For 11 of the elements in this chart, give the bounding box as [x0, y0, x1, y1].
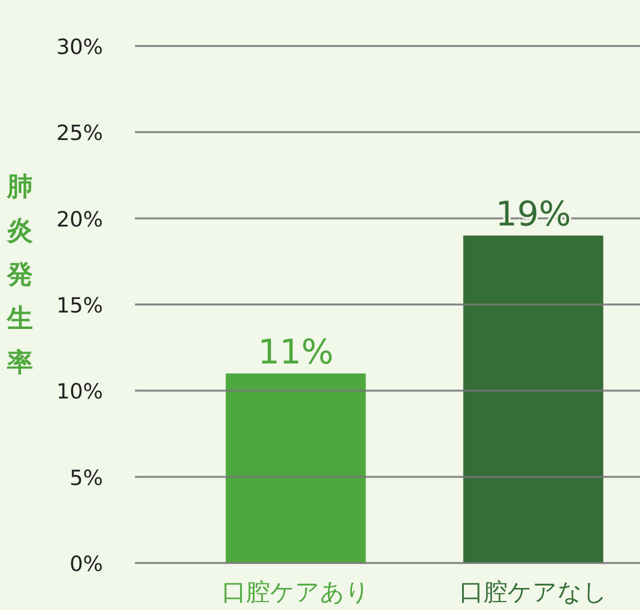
y-tick-label: 20% [56, 207, 103, 232]
y-tick-label: 15% [56, 294, 103, 318]
data-label: 11% [258, 332, 334, 372]
y-tick-label: 10% [56, 380, 103, 404]
y-tick-label: 30% [56, 35, 103, 59]
y-axis-title: 肺炎発生率 [6, 172, 33, 378]
x-tick-label: 口腔ケアなし [459, 578, 608, 606]
x-tick-label: 口腔ケアあり [222, 578, 370, 606]
y-tick-label: 5% [70, 466, 103, 490]
y-tick-label: 25% [56, 121, 103, 146]
y-tick-label: 0% [70, 552, 103, 576]
